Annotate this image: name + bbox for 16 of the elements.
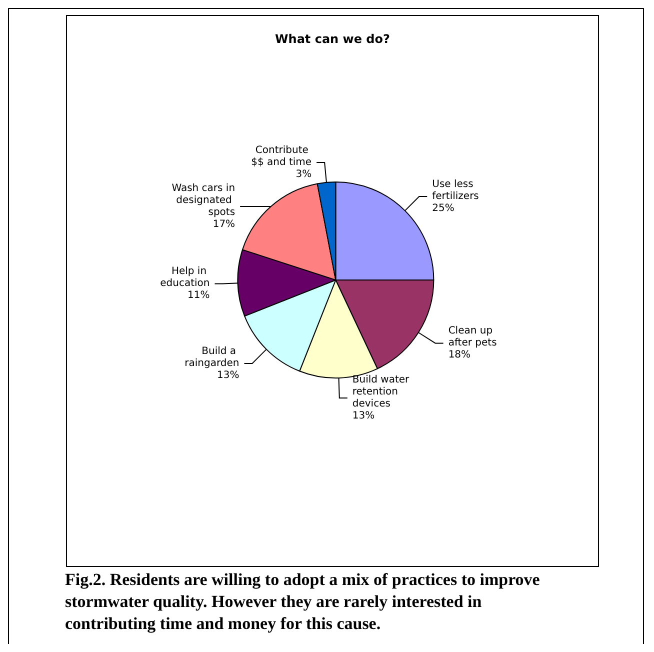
data-label: 17% bbox=[212, 219, 236, 230]
slice-label: Help in education bbox=[160, 266, 210, 290]
caption: Fig.2. Residents are willing to adopt a mix of practices to improve stormwater quality. However they are rarely interested in contributing time and money for this cause. bbox=[65, 569, 541, 635]
data-label: 3% bbox=[296, 169, 312, 180]
slice-label: Build a raingarden bbox=[184, 346, 240, 369]
data-label: 18% bbox=[448, 350, 471, 361]
slice-label: Contribute $$ and time bbox=[251, 145, 312, 168]
data-label: 25% bbox=[432, 203, 454, 214]
slice-label: Wash cars in designated spots bbox=[172, 183, 236, 218]
data-label: 13% bbox=[217, 370, 240, 381]
slice-label: Use less fertilizers bbox=[432, 179, 479, 202]
slice-label: Clean up after pets bbox=[448, 326, 497, 349]
data-label: 11% bbox=[188, 290, 210, 302]
chart-title: What can we do? bbox=[275, 32, 390, 46]
slice-label: Build water retention devices bbox=[352, 374, 412, 410]
data-label: 13% bbox=[352, 410, 375, 422]
